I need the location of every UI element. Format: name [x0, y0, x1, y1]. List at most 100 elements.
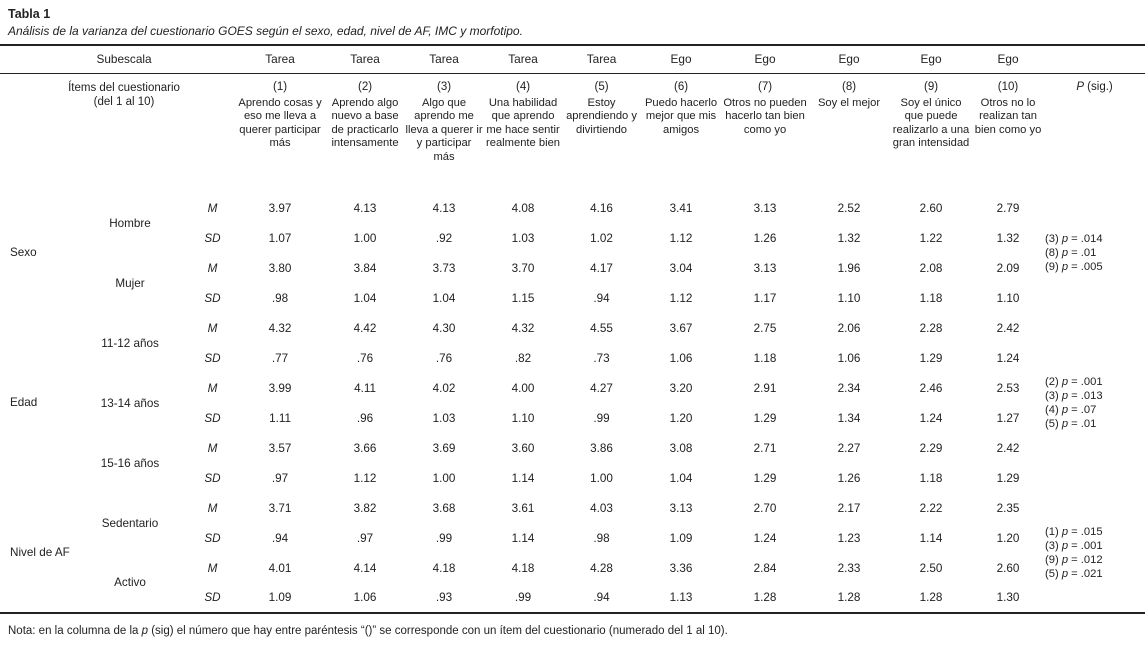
column-group-label: Ego: [808, 45, 891, 74]
column-header: (9) Soy el único que puede realizarlo a u…: [890, 73, 972, 193]
table-row: SD .97 1.12 1.00 1.14 1.00 1.04 1.29 1.26 1.18 1.…: [0, 463, 1145, 493]
value-cell: 1.12: [669, 231, 693, 245]
value-cell: .94: [593, 591, 610, 604]
value-cell: .99: [593, 411, 610, 425]
stat-label: SD: [204, 471, 221, 485]
value-cell: 4.02: [432, 381, 456, 395]
value-cell: 4.18: [432, 561, 456, 575]
value-cell: 1.17: [753, 291, 777, 305]
item-description: Soy el único que puede realizarlo a una …: [892, 96, 970, 150]
value-cell: 1.27: [996, 411, 1020, 425]
item-description: Algo que aprendo me lleva a querer ir y …: [405, 96, 483, 163]
value-cell: .76: [435, 351, 453, 365]
column-header: (8) Soy el mejor: [808, 73, 890, 193]
value-cell: 1.26: [753, 231, 777, 245]
value-cell: 1.04: [669, 471, 693, 485]
value-cell: 4.03: [590, 501, 613, 515]
value-cell: 4.13: [353, 201, 377, 215]
header-item-row: Ítems del cuestionario (del 1 al 10) (1)…: [0, 73, 1145, 193]
section-label-nivel-af: Nivel de AF: [10, 545, 70, 559]
value-cell: 3.80: [268, 261, 292, 275]
column-group-label: Ego: [972, 45, 1045, 74]
column-group-label: Ego: [890, 45, 973, 74]
value-cell: 1.00: [353, 231, 377, 245]
value-cell: 2.42: [996, 321, 1020, 335]
category-label: Sedentario: [101, 516, 159, 530]
value-cell: 1.30: [996, 591, 1020, 604]
table-row: SD .77 .76 .76 .82 .73 1.06 1.18 1.06 1.29 1.24: [0, 343, 1145, 373]
table-note: Nota: en la columna de la p (sig) el núm…: [8, 625, 728, 637]
value-cell: 2.09: [996, 261, 1020, 275]
table-row: Sexo Hombre M 3.97 4.13 4.13 4.08 4.16 3.41 3.…: [0, 193, 1145, 274]
p-sig-line: (1) p = .015: [1045, 525, 1103, 538]
value-cell: 1.14: [511, 471, 535, 485]
value-cell: 3.73: [432, 261, 456, 275]
value-cell: 4.01: [268, 561, 292, 575]
column-header: (2) Aprendo algo nuevo a base de practica…: [325, 73, 405, 193]
value-cell: .99: [435, 531, 453, 545]
value-cell: 1.03: [511, 231, 535, 245]
value-cell: .97: [356, 531, 374, 545]
value-cell: 1.22: [919, 231, 943, 245]
item-number: (7): [758, 80, 773, 93]
item-number: (3): [437, 80, 452, 93]
value-cell: 3.41: [669, 201, 693, 215]
value-cell: 2.27: [837, 441, 861, 455]
value-cell: 1.00: [432, 471, 456, 485]
value-cell: 2.06: [837, 321, 861, 335]
value-cell: 1.09: [669, 531, 693, 545]
category-label: 11-12 años: [101, 336, 159, 350]
value-cell: 4.08: [511, 201, 535, 215]
category-label: Activo: [114, 576, 146, 589]
column-group-label: Tarea: [483, 45, 564, 74]
section-label-sexo: Sexo: [10, 246, 37, 259]
value-cell: 1.04: [432, 291, 456, 305]
value-cell: 1.28: [753, 591, 777, 604]
value-cell: 2.33: [837, 561, 861, 575]
value-cell: 2.42: [996, 441, 1020, 455]
value-cell: 2.29: [919, 441, 943, 455]
value-cell: 2.46: [919, 381, 943, 395]
column-header: (5) Estoy aprendiendo y divirtiendo: [563, 73, 640, 193]
value-cell: .96: [356, 411, 374, 425]
value-cell: 1.20: [996, 531, 1020, 545]
value-cell: 4.14: [353, 561, 377, 575]
value-cell: 2.53: [996, 381, 1020, 395]
value-cell: 2.75: [753, 321, 777, 335]
value-cell: 3.69: [432, 441, 456, 455]
value-cell: 3.84: [353, 261, 377, 275]
item-number: (2): [358, 80, 373, 93]
table-row: SD .94 .97 .99 1.14 .98 1.09 1.24 1.23 1.14 1.20: [0, 523, 1145, 553]
value-cell: 2.52: [837, 201, 861, 215]
value-cell: 2.34: [837, 381, 861, 395]
value-cell: 3.36: [669, 561, 693, 575]
value-cell: 1.20: [669, 411, 693, 425]
table-header: Subescala Tarea Tarea Tarea Tarea Tarea …: [0, 45, 1145, 193]
items-label: Ítems del cuestionario (del 1 al 10): [0, 73, 235, 193]
value-cell: 1.06: [353, 591, 377, 604]
p-sig-line: (3) p = .001: [1045, 539, 1103, 552]
value-cell: .77: [271, 351, 289, 365]
value-cell: .99: [514, 591, 532, 604]
value-cell: 2.17: [837, 501, 861, 515]
value-cell: 1.29: [996, 471, 1020, 485]
value-cell: 1.12: [669, 291, 693, 305]
column-header: (4) Una habilidad que aprendo me hace sen…: [483, 73, 563, 193]
p-sig-cell: (1) p = .015 (3) p = .001 (9) p = .012 (…: [1044, 493, 1145, 613]
value-cell: 3.97: [268, 201, 292, 215]
value-cell: .76: [356, 351, 374, 365]
value-cell: 3.68: [432, 501, 456, 515]
value-cell: 2.28: [919, 321, 943, 335]
value-cell: 1.14: [511, 531, 535, 545]
value-cell: 4.30: [432, 321, 456, 335]
value-cell: 1.04: [353, 291, 377, 305]
table-row: SD 1.07 1.00 .92 1.03 1.02 1.12 1.26 1.32 1.22 1.…: [0, 223, 1145, 253]
p-sig-line: (4) p = .07: [1045, 404, 1097, 416]
value-cell: 1.09: [268, 591, 292, 604]
value-cell: 1.10: [837, 291, 861, 305]
table-row: Activo M 4.01 4.14 4.18 4.18 4.28 3.36 2.84 2.3…: [0, 553, 1145, 590]
item-description: Otros no pueden hacerlo tan bien como yo: [723, 96, 807, 136]
section-label-edad: Edad: [10, 396, 38, 409]
value-cell: 3.82: [353, 501, 377, 515]
value-cell: 3.13: [753, 201, 777, 215]
